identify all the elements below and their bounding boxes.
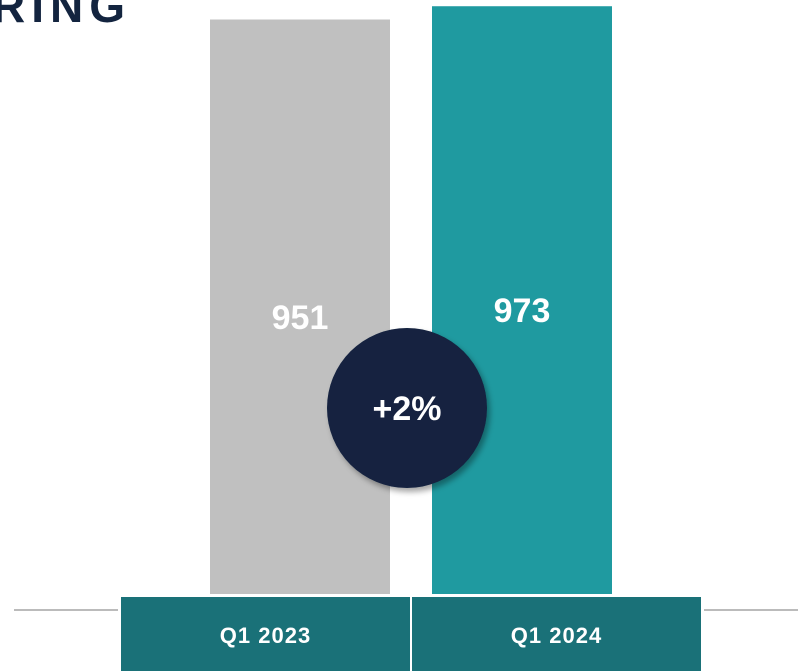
value-label: 973 xyxy=(494,292,551,330)
chart-title: RING xyxy=(0,0,131,32)
value-label: 951 xyxy=(272,299,329,337)
change-label: +2% xyxy=(373,390,442,428)
x-tick-label: Q1 2024 xyxy=(511,623,602,648)
category-box xyxy=(121,597,410,671)
category-box xyxy=(412,597,701,671)
change-badge xyxy=(327,328,487,488)
x-tick-label: Q1 2023 xyxy=(220,623,311,648)
bar xyxy=(210,19,390,594)
bar xyxy=(432,6,612,594)
